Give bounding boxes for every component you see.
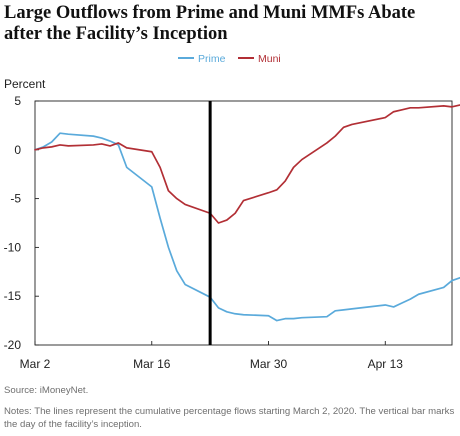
chart-legend: Prime Muni bbox=[178, 53, 281, 65]
y-tick-label: -15 bbox=[4, 289, 22, 303]
source-note: Source: iMoneyNet. bbox=[4, 385, 89, 396]
chart-title-line-1: Large Outflows from Prime and Muni MMFs … bbox=[4, 3, 416, 23]
x-tick-label: Mar 16 bbox=[133, 357, 171, 371]
plot-frame bbox=[34, 100, 453, 346]
prime-legend-label: Prime bbox=[198, 53, 226, 65]
y-axis-title: Percent bbox=[4, 77, 46, 91]
y-tick-label: -10 bbox=[4, 240, 22, 254]
y-tick-label: -5 bbox=[10, 192, 21, 206]
muni-legend-label: Muni bbox=[258, 53, 281, 65]
chart-title-line-2: after the Facility’s Inception bbox=[4, 24, 228, 44]
x-tick-label: Mar 30 bbox=[250, 357, 288, 371]
y-tick-label: 0 bbox=[14, 143, 21, 157]
x-tick-label: Mar 2 bbox=[20, 357, 51, 371]
x-tick-label: Apr 13 bbox=[368, 357, 404, 371]
chart-series bbox=[34, 101, 460, 345]
muni-series-line bbox=[34, 104, 460, 224]
y-tick-label: -20 bbox=[4, 338, 22, 352]
chart-notes: Notes: The lines represent the cumulativ… bbox=[4, 406, 455, 430]
y-tick-label: 5 bbox=[14, 94, 21, 108]
prime-series-line bbox=[34, 132, 460, 322]
chart-title: Large Outflows from Prime and Muni MMFs … bbox=[4, 3, 456, 45]
chart-axes: 5 0 -5 -10 -15 -20 Mar 2 Mar 16 Mar 30 Apr 13 bbox=[4, 94, 453, 371]
